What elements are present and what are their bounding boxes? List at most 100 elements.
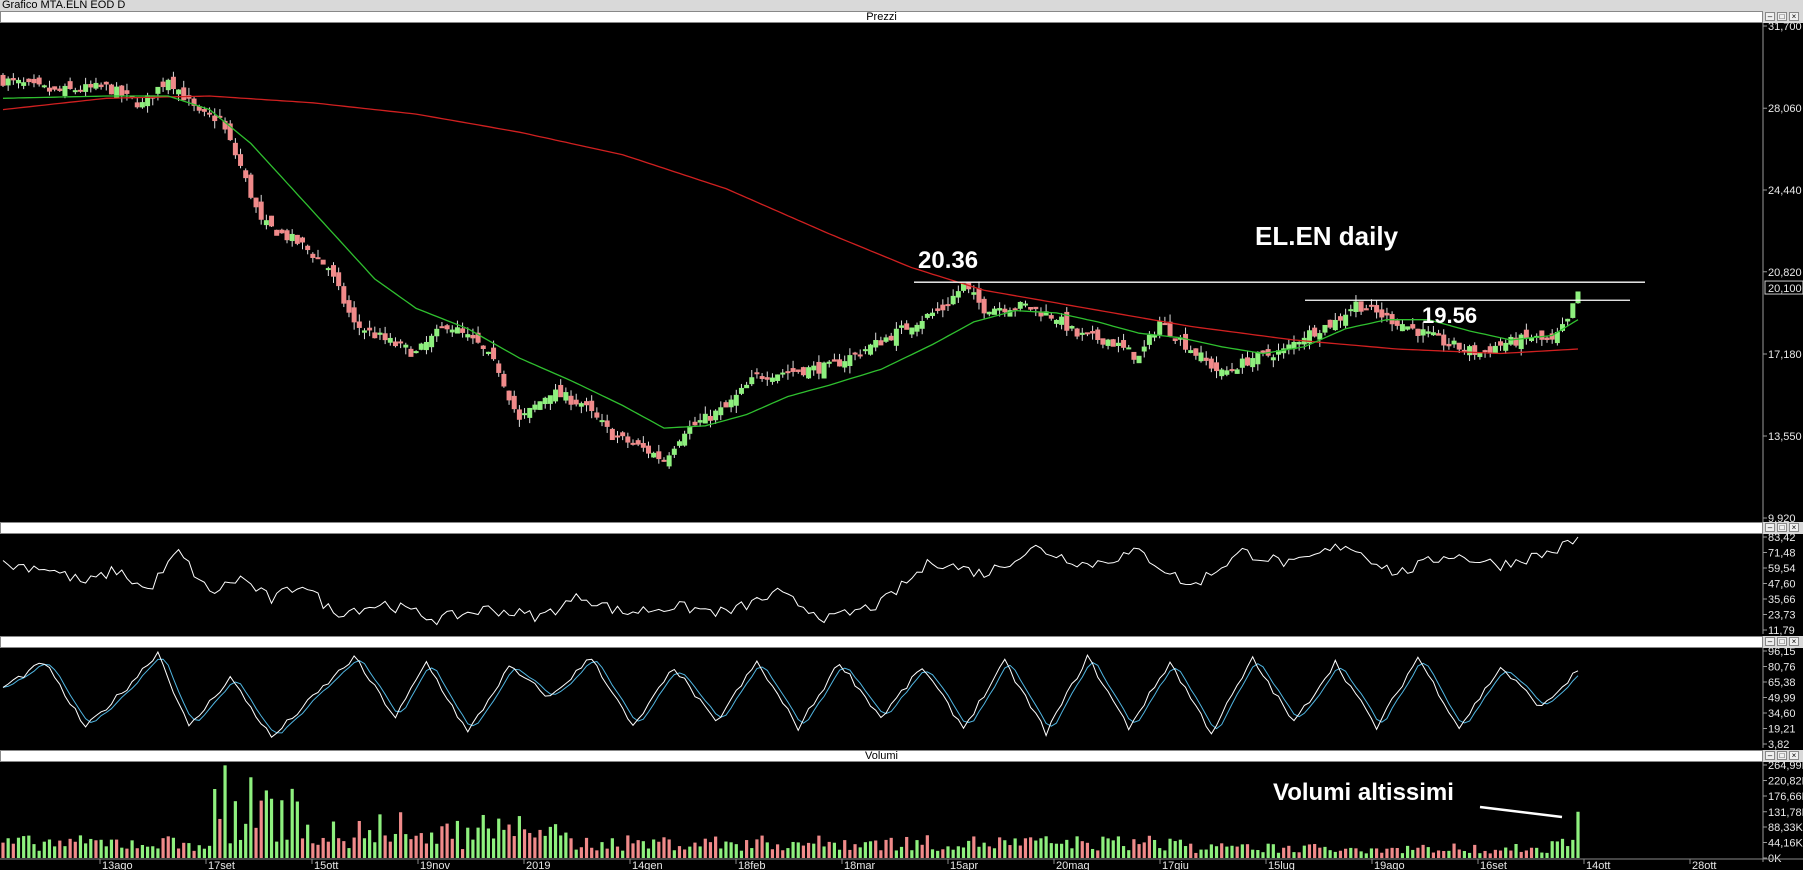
pane-restore-button[interactable]: □ (1777, 12, 1787, 21)
volume-bar (905, 836, 909, 858)
volume-bar (1013, 838, 1017, 858)
x-tick-label: 17giu (1162, 860, 1189, 870)
volume-bar (84, 843, 88, 858)
candle-body (475, 332, 481, 343)
volume-bar (925, 835, 929, 858)
candle-body (387, 337, 393, 343)
volume-bar (1034, 840, 1038, 858)
candle-body (1363, 308, 1369, 311)
candle-body (243, 170, 249, 179)
pane-minimize-button[interactable]: – (1765, 751, 1775, 760)
volume-bar (683, 849, 687, 858)
volume-bar (1132, 839, 1136, 858)
candle-body (418, 343, 424, 350)
candle-body (1007, 310, 1013, 317)
volume-bar (1235, 846, 1239, 858)
candle-body (119, 85, 125, 96)
candle-body (522, 413, 528, 416)
volume-bar (600, 842, 604, 858)
candle-body (83, 84, 89, 92)
candle-body (1337, 316, 1343, 321)
pane-restore-button[interactable]: □ (1777, 523, 1787, 532)
volume-bar (553, 824, 558, 858)
volume-bar (58, 840, 62, 858)
candle-body (935, 308, 941, 311)
volume-bar (1354, 848, 1358, 858)
candle-body (723, 402, 729, 408)
volume-pane-header: Volumi (0, 750, 1763, 762)
candle-body (460, 328, 466, 333)
volume-bar (275, 841, 279, 858)
pane-close-button[interactable]: × (1789, 12, 1799, 21)
candle-body (826, 361, 832, 364)
candle-body (563, 392, 569, 401)
candle-body (5, 78, 11, 86)
candle-body (878, 340, 884, 346)
candle-body (547, 395, 553, 404)
candle-body (1229, 369, 1235, 372)
candle-body (857, 354, 863, 357)
candle-body (1508, 336, 1514, 345)
pane-restore-button[interactable]: □ (1777, 751, 1787, 760)
candle-body (775, 374, 781, 381)
candle-body (207, 112, 213, 115)
x-tick-label: 28ott (1692, 860, 1716, 870)
pane-minimize-button[interactable]: – (1765, 12, 1775, 21)
volume-bar (1199, 849, 1203, 858)
volume-bar (951, 849, 955, 858)
volume-bar (1003, 840, 1007, 858)
volume-bar (1395, 848, 1399, 858)
volume-bar (455, 820, 460, 858)
volume-bar (972, 836, 976, 858)
volume-bar (796, 842, 800, 858)
candle-body (501, 373, 507, 387)
volume-bar (868, 841, 873, 858)
candle-body (1348, 309, 1354, 312)
candle-body (1260, 350, 1266, 353)
pane-restore-button[interactable]: □ (1777, 637, 1787, 646)
volume-bar (393, 833, 398, 858)
candle-body (310, 253, 316, 259)
candle-body (46, 87, 52, 92)
candle-body (356, 321, 362, 328)
volume-bar (1571, 839, 1575, 858)
candle-body (108, 84, 114, 95)
volume-bar (610, 838, 614, 858)
chart-annotation-title: EL.EN daily (1255, 221, 1399, 251)
candle-body (811, 365, 817, 371)
candle-body (553, 389, 559, 402)
pane-minimize-button[interactable]: – (1765, 637, 1775, 646)
pane-close-button[interactable]: × (1789, 751, 1799, 760)
candle-body (1353, 301, 1359, 312)
volume-bar (574, 849, 578, 858)
candle-body (1539, 330, 1545, 340)
candle-body (1074, 328, 1080, 337)
pane-close-button[interactable]: × (1789, 637, 1799, 646)
volume-bar (430, 832, 434, 858)
volume-bar (27, 835, 31, 858)
candle-body (584, 401, 590, 406)
candle-body (41, 85, 47, 88)
candle-body (625, 436, 631, 443)
candle-body (485, 351, 491, 355)
pane-minimize-button[interactable]: – (1765, 523, 1775, 532)
rsi-pane-header (0, 522, 1763, 534)
candle-body (294, 234, 300, 244)
volume-bar (244, 823, 248, 858)
candle-body (1234, 369, 1240, 374)
volume-bar (1452, 843, 1456, 858)
candle-body (976, 288, 982, 303)
x-tick-label: 17set (208, 860, 235, 870)
pane-close-button[interactable]: × (1789, 523, 1799, 532)
candle-body (1513, 337, 1519, 346)
rsi-pane-buttons: – □ × (1763, 522, 1803, 534)
candle-body (408, 348, 414, 357)
candle-body (52, 86, 58, 90)
volume-bar (982, 842, 986, 858)
candle-body (578, 403, 584, 407)
volume-bar (1535, 847, 1539, 858)
volume-bar (145, 846, 150, 858)
candle-body (1410, 324, 1416, 329)
volume-bar (135, 848, 139, 858)
